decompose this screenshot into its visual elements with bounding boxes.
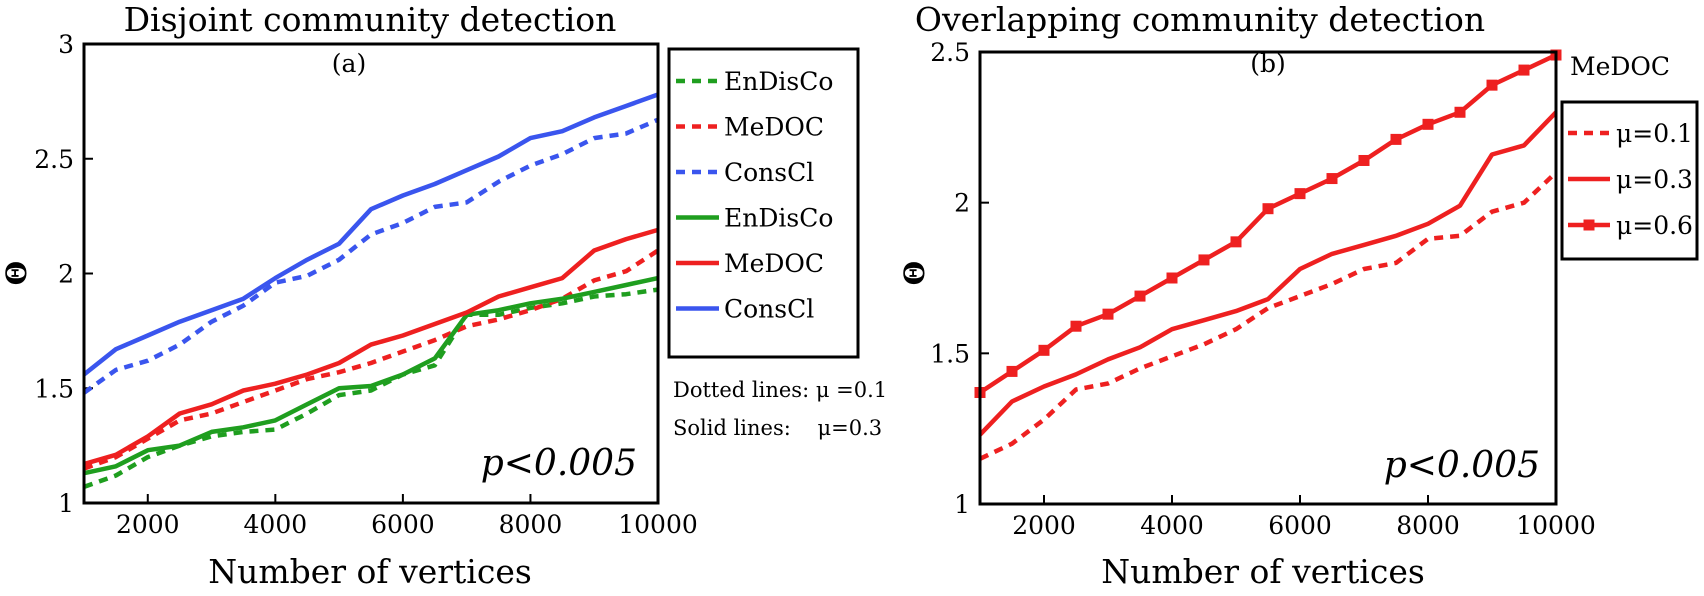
panel-b-series-2-marker-3 (1070, 320, 1082, 332)
panel-b-series-2-marker-11 (1326, 173, 1338, 185)
panel-b-series-2-marker-12 (1358, 154, 1370, 166)
panel-a-annotation: p<0.005 (481, 443, 637, 484)
panel-b-series-2-marker-5 (1134, 290, 1146, 302)
panel-b-xtick-label: 10000 (1516, 511, 1596, 540)
panel-b-ytick-label: 1.5 (930, 339, 970, 368)
panel-b-ytick-label: 1 (954, 490, 970, 519)
panel-b-title: Overlapping community detection (915, 0, 1485, 39)
panel-a-series-line-2 (82, 117, 659, 395)
panel-a-ytick-label: 3 (58, 30, 74, 59)
panel-b-ylabel: Θ (898, 261, 931, 285)
panel-b-series-2-marker-6 (1166, 272, 1178, 284)
panel-b-series-2-marker-14 (1422, 118, 1434, 130)
panel-b-legend-marker-2 (1583, 219, 1595, 231)
panel-b-series-2-marker-10 (1294, 188, 1306, 200)
panel-b-xtick-label: 8000 (1396, 511, 1460, 540)
panel-a-xtick-label: 4000 (244, 510, 308, 539)
panel-b-series-line-2 (978, 52, 1557, 395)
panel-b-series-2-marker-15 (1454, 106, 1466, 118)
panel-a-frame (82, 42, 660, 505)
panel-a-xtick-label: 2000 (116, 510, 180, 539)
panel-a-series-line-3 (83, 275, 659, 476)
panel-a-series-line-5 (82, 92, 659, 377)
panel-b-ytick-label: 2 (954, 189, 970, 218)
panel-a-title: Disjoint community detection (124, 0, 617, 39)
panel-a-ylabel: Θ (0, 261, 33, 285)
panel-b-series-2-marker-13 (1390, 133, 1402, 145)
panel-a-legend-label: MeDOC (724, 113, 824, 142)
panel-b-series-2-marker-8 (1230, 236, 1242, 248)
panel-a-xlabel: Number of vertices (208, 552, 532, 591)
panel-b-series-2-marker-9 (1262, 203, 1274, 215)
panel-b-xtick-label: 4000 (1140, 511, 1204, 540)
panel-b-series-2-marker-7 (1198, 254, 1210, 266)
panel-a-xtick-label: 8000 (499, 510, 563, 539)
panel-b-series-line-1 (978, 110, 1558, 437)
panel-a-legend-label: MeDOC (724, 249, 824, 278)
panel-b-frame (978, 50, 1558, 506)
panel-b-ytick-label: 2.5 (930, 38, 970, 67)
panel-b-annotation: p<0.005 (1384, 445, 1540, 486)
panel-b-series-line-0 (979, 170, 1558, 461)
panel-b-series-2-marker-1 (1006, 365, 1018, 377)
panel-b-xlabel: Number of vertices (1101, 552, 1425, 591)
panel-a-ytick-label: 1 (58, 489, 74, 518)
panel-a: Disjoint community detection (a) 1 1.5 2 2.… (0, 0, 887, 591)
panel-a-series-line-1 (83, 248, 660, 471)
panel-b-legend-label: μ=0.3 (1616, 165, 1693, 194)
panel-b-xtick-label: 2000 (1012, 511, 1076, 540)
panel-a-xtick-label: 6000 (371, 510, 435, 539)
panel-a-label: (a) (332, 49, 366, 78)
panel-b-series-2-marker-16 (1486, 79, 1498, 91)
panel-a-legend-box (667, 47, 860, 359)
panel-a-note-dotted: Dotted lines: μ =0.1 (673, 378, 887, 402)
panel-b-legend-title: MeDOC (1570, 52, 1670, 81)
panel-a-legend-label: EnDisCo (724, 67, 833, 96)
panel-a-ytick-label: 2 (58, 260, 74, 289)
panel-a-legend-label: EnDisCo (724, 204, 833, 233)
panel-b-xtick-label: 6000 (1268, 511, 1332, 540)
panel-a-ytick-label: 1.5 (34, 374, 74, 403)
panel-b-series-2-marker-4 (1102, 308, 1114, 320)
panel-b: Overlapping community detection (b) 1 1.5… (898, 0, 1699, 591)
panel-b-legend-label: μ=0.6 (1616, 211, 1693, 240)
panel-a-legend-label: ConsCl (724, 158, 814, 187)
panel-a-note-solid: Solid lines: μ=0.3 (673, 416, 882, 440)
panel-a-legend-label: ConsCl (724, 295, 814, 324)
panel-a-series-line-4 (83, 227, 659, 467)
panel-b-label: (b) (1250, 49, 1286, 78)
panel-b-series-2-marker-2 (1038, 344, 1050, 356)
panel-a-xtick-label: 10000 (618, 510, 698, 539)
panel-b-series-2-marker-17 (1518, 64, 1530, 76)
panel-b-legend-label: μ=0.1 (1616, 119, 1693, 148)
panel-a-ytick-label: 2.5 (34, 145, 74, 174)
